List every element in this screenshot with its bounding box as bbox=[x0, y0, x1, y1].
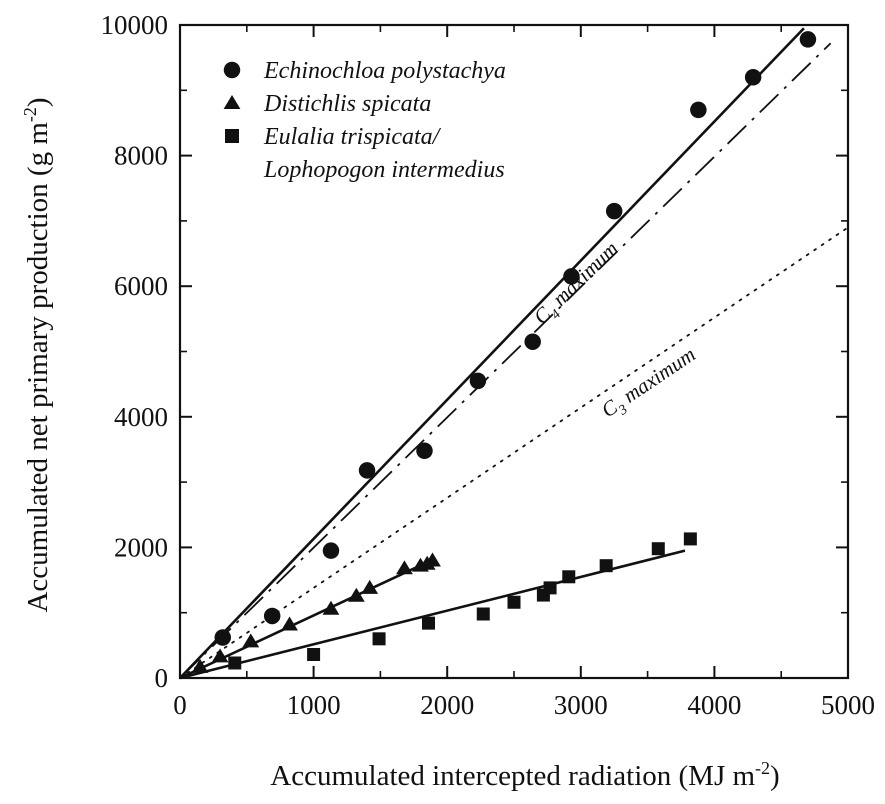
data-point-square bbox=[651, 542, 665, 556]
x-tick-label: 5000 bbox=[821, 690, 875, 720]
y-tick-label: 10000 bbox=[101, 10, 169, 40]
data-point-triangle bbox=[211, 648, 229, 663]
data-point-triangle bbox=[242, 633, 260, 648]
data-point-circle bbox=[322, 542, 340, 559]
data-points bbox=[191, 31, 817, 673]
data-point-circle bbox=[744, 68, 762, 86]
c4-maximum-line bbox=[179, 42, 832, 679]
c3-maximum-line bbox=[179, 226, 849, 679]
data-point-square bbox=[476, 607, 490, 621]
legend-label: Eulalia trispicata/ bbox=[263, 124, 442, 150]
axis-tick-labels: 0 1000 2000 3000 4000 5000 0 2000 4000 6000 8000 10… bbox=[101, 10, 876, 720]
y-tick-label: 6000 bbox=[114, 271, 168, 301]
data-point-triangle bbox=[322, 600, 340, 615]
data-point-triangle bbox=[191, 658, 209, 673]
data-point-square bbox=[683, 532, 697, 546]
data-point-circle bbox=[605, 202, 623, 220]
data-point-circle bbox=[563, 268, 580, 285]
y-tick-label: 8000 bbox=[114, 141, 168, 171]
x-axis-label: Accumulated intercepted radiation (MJ m-… bbox=[270, 758, 779, 792]
x-tick-label: 1000 bbox=[287, 690, 341, 720]
y-tick-label: 0 bbox=[155, 663, 169, 693]
data-point-triangle bbox=[281, 616, 298, 631]
data-point-square bbox=[507, 595, 521, 609]
data-point-circle bbox=[214, 629, 232, 646]
legend-label: Distichlis spicata bbox=[263, 91, 431, 117]
data-point-circle bbox=[263, 607, 281, 625]
x-tick-label: 0 bbox=[173, 690, 187, 720]
axis-ticks bbox=[179, 24, 849, 679]
data-point-triangle bbox=[347, 587, 365, 602]
data-point-circle bbox=[690, 101, 707, 119]
data-point-circle bbox=[799, 31, 817, 48]
data-point-circle bbox=[358, 462, 376, 479]
data-point-triangle bbox=[424, 552, 441, 567]
x-tick-label: 4000 bbox=[687, 690, 741, 720]
data-point-triangle bbox=[361, 579, 379, 594]
data-point-square bbox=[543, 581, 557, 595]
legend-marker-square bbox=[225, 129, 239, 143]
c4-maximum-label: C4 maximum bbox=[529, 236, 627, 332]
fit-line-circle bbox=[179, 27, 805, 679]
data-point-square bbox=[372, 632, 386, 646]
legend-marker-triangle bbox=[223, 95, 241, 109]
c3-maximum-label: C3 maximum bbox=[597, 342, 703, 426]
data-point-triangle bbox=[396, 560, 413, 575]
y-tick-label: 2000 bbox=[114, 532, 168, 562]
data-point-circle bbox=[416, 442, 433, 460]
legend: Echinochloa polystachya Distichlis spicat… bbox=[223, 58, 506, 183]
data-point-square bbox=[228, 656, 242, 670]
y-axis-label: Accumulated net primary production (g m-… bbox=[20, 97, 54, 612]
data-point-square bbox=[562, 570, 576, 584]
y-tick-label: 4000 bbox=[114, 402, 168, 432]
data-point-circle bbox=[524, 333, 541, 350]
data-point-square bbox=[599, 559, 613, 573]
x-tick-label: 2000 bbox=[420, 690, 474, 720]
legend-label: Echinochloa polystachya bbox=[263, 58, 506, 84]
legend-marker-circle bbox=[223, 61, 241, 79]
data-point-circle bbox=[469, 372, 487, 390]
data-point-square bbox=[421, 616, 435, 630]
x-tick-label: 3000 bbox=[554, 690, 608, 720]
legend-label-line2: Lophopogon intermedius bbox=[263, 157, 505, 183]
data-point-square bbox=[307, 647, 321, 661]
